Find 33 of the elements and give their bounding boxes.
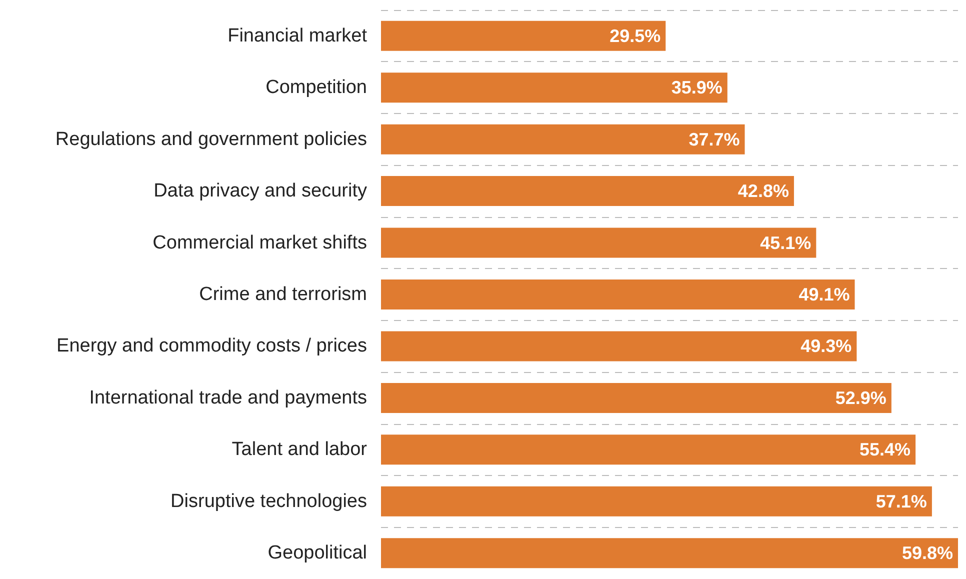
data-label: 35.9% [671,78,722,98]
data-label: 49.1% [798,284,850,304]
data-label: 49.3% [800,336,852,356]
bar [381,434,916,465]
bar [381,486,932,516]
data-label: 57.1% [876,491,927,512]
bar [381,538,958,568]
data-label: 29.5% [610,26,661,46]
data-label: 52.9% [835,388,886,408]
y-tick-label: Disruptive technologies [170,490,367,512]
bar [381,382,892,413]
bar [381,124,745,154]
data-label: 59.8% [902,543,953,564]
y-tick-label: Commercial market shifts [152,232,367,254]
bar [381,72,728,103]
y-tick-label: Competition [266,77,367,98]
bar [381,228,816,258]
y-tick-label: Regulations and government policies [55,128,367,150]
y-tick-label: Crime and terrorism [199,284,367,305]
bar [381,20,666,51]
bar [381,280,855,310]
y-tick-label: Financial market [228,25,368,46]
y-tick-label: Data privacy and security [154,180,368,202]
data-label: 45.1% [760,232,812,253]
y-tick-label: Talent and labor [232,439,368,460]
y-tick-label: International trade and payments [89,387,367,408]
bar [381,331,857,362]
y-tick-label: Energy and commodity costs / prices [56,336,367,357]
bar [381,176,794,206]
y-tick-label: Geopolitical [268,542,367,564]
data-label: 37.7% [688,129,740,150]
data-label: 42.8% [738,181,789,202]
data-label: 55.4% [860,440,911,460]
